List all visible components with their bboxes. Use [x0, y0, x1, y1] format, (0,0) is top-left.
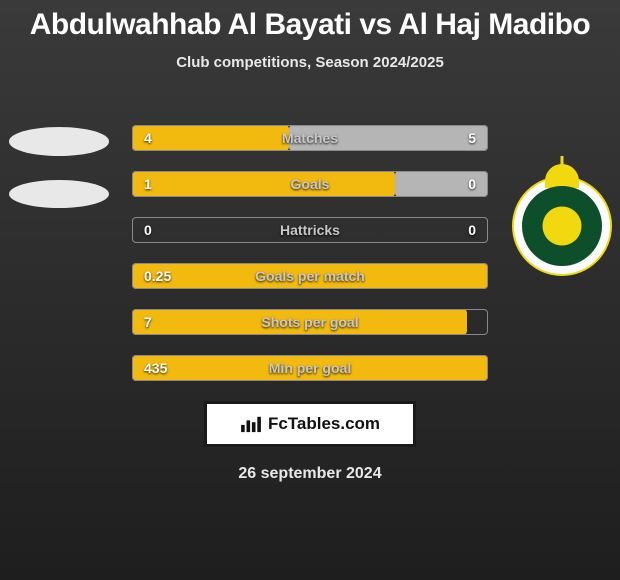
stat-bar-track: 10Goals — [132, 171, 488, 197]
placeholder-oval-icon — [9, 180, 109, 209]
stat-row: 0.25Goals per match — [132, 253, 488, 299]
brand-text: FcTables.com — [268, 414, 380, 434]
stat-row: 7Shots per goal — [132, 299, 488, 345]
stat-row: 0 0Hattricks — [132, 207, 488, 253]
stat-value-left: 0.25 — [144, 268, 171, 284]
page-subtitle: Club competitions, Season 2024/2025 — [10, 54, 610, 71]
stat-bar-track: 7Shots per goal — [132, 309, 488, 335]
stat-value-left: 4 — [144, 130, 152, 146]
stat-bar-left — [132, 263, 488, 289]
stat-bar-frame — [132, 217, 488, 243]
brand-watermark: FcTables.com — [204, 401, 416, 447]
stat-bar-left — [132, 171, 395, 197]
stat-bar-left — [132, 125, 289, 151]
stat-bar-track: 0.25Goals per match — [132, 263, 488, 289]
stat-value-left: 0 — [144, 222, 152, 238]
stat-bar-right — [289, 125, 488, 151]
stat-bar-track: 45Matches — [132, 125, 488, 151]
stat-bar-left — [132, 355, 488, 381]
bar-chart-icon — [240, 415, 262, 433]
stat-value-left: 435 — [144, 360, 167, 376]
player2-club-logo — [509, 173, 614, 278]
player1-logo — [6, 115, 111, 220]
stat-bar-track: 435Min per goal — [132, 355, 488, 381]
stat-row: 45Matches — [132, 115, 488, 161]
stat-value-right: 5 — [468, 130, 476, 146]
infographic-date: 26 september 2024 — [0, 465, 620, 483]
stat-value-right: 0 — [468, 222, 476, 238]
stat-row: 10Goals — [132, 161, 488, 207]
stat-bar-left — [132, 309, 467, 335]
stat-bar-track: 0 0Hattricks — [132, 217, 488, 243]
stat-label: Hattricks — [132, 222, 488, 238]
stat-value-left: 1 — [144, 176, 152, 192]
stat-row: 435Min per goal — [132, 345, 488, 391]
stats-panel: 45Matches10Goals00Hattricks0.25Goals per… — [132, 115, 488, 391]
stat-value-left: 7 — [144, 314, 152, 330]
stat-value-right: 0 — [468, 176, 476, 192]
page-title: Abdulwahhab Al Bayati vs Al Haj Madibo — [10, 8, 610, 42]
club-badge-icon — [512, 176, 612, 276]
placeholder-oval-icon — [9, 127, 109, 156]
